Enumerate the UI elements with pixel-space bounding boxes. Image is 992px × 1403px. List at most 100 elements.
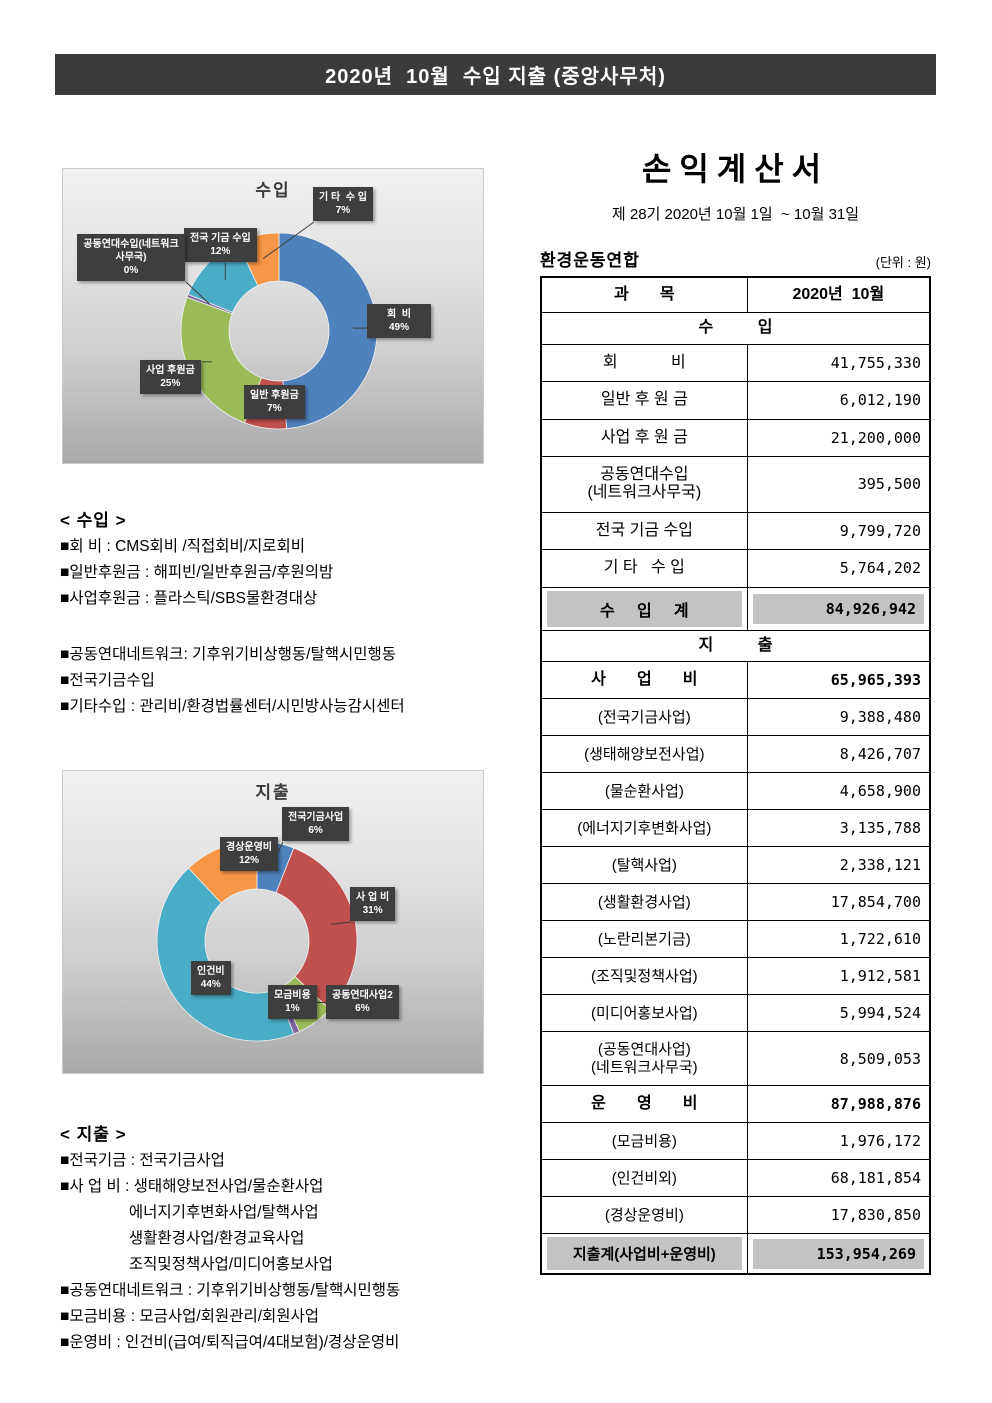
account-cell: (조직및정책사업) [540,957,748,996]
chart-callout-label: 사 업 비 31% [350,887,396,921]
table-row: 공동연대수입 (네트워크사무국) 395,500 [540,455,931,513]
amount-cell: 17,830,850 [746,1196,931,1235]
table-row: (물순환사업) 4,658,900 [540,772,931,811]
amount-cell: 1,976,172 [746,1122,931,1161]
income-statement-table: 과 목 2020년 10월 수 입 회 비 41,755,330 일반 후 원 … [540,276,931,1276]
callout-pct: 7% [267,403,282,414]
callout-text: 모금비용 [274,990,311,1001]
account-cell: 일반 후 원 금 [540,381,748,420]
account-cell: 공동연대수입 (네트워크사무국) [540,455,748,513]
list-item: ■운영비 : 인건비(급여/퇴직급여/4대보험)/경상운영비 [60,1334,400,1351]
list-item: ■사업후원금 : 플라스틱/SBS물환경대상 [60,590,318,607]
chart-callout-label: 공동연대사업2 6% [326,985,399,1019]
callout-text: 기 타 수 입 [319,192,367,203]
account-cell: (노란리본기금) [540,920,748,959]
amount-cell: 395,500 [746,455,931,513]
amount-cell: 87,988,876 [746,1084,931,1124]
chart-callout-label: 전국기금사업 6% [282,807,350,841]
table-row: (경상운영비) 17,830,850 [540,1196,931,1235]
report-title-bar: 2020년 10월 수입 지출 (중앙사무처) [55,54,936,95]
table-row: 전국 기금 수입 9,799,720 [540,511,931,551]
callout-text: 전국 기금 수입 [190,233,251,244]
chart-callout-label: 공동연대수입(네트워크사무국) 0% [77,234,185,281]
section-row-expense: 지 출 [540,629,931,662]
amount-cell: 3,135,788 [746,809,931,848]
list-item: ■공동연대네트워크: 기후위기비상행동/탈핵시민행동 [60,646,397,663]
income-total-row: 수 입 계 84,926,942 [540,586,931,631]
callout-pct: 12% [238,855,259,866]
list-item: ■전국기금수입 [60,672,155,689]
amount-cell: 9,388,480 [746,698,931,737]
account-cell: (경상운영비) [540,1196,748,1235]
callout-text: 경상운영비 [226,842,272,853]
chart-callout-label: 인건비 44% [191,961,231,995]
amount-cell: 153,954,269 [746,1233,931,1275]
amount-cell: 9,799,720 [746,511,931,551]
callout-text: 공동연대수입(네트워크사무국) [83,239,179,263]
account-cell: (탈핵사업) [540,846,748,885]
amount-cell: 41,755,330 [746,343,931,383]
amount-cell: 68,181,854 [746,1159,931,1198]
callout-text: 회 비 [387,309,411,320]
table-row: (탈핵사업) 2,338,121 [540,846,931,885]
table-row: (공동연대사업) (네트워크사무국) 8,509,053 [540,1031,931,1086]
chart-callout-label: 일반 후원금 7% [244,385,305,419]
amount-cell: 8,426,707 [746,735,931,774]
account-cell: (생활환경사업) [540,883,748,922]
amount-cell: 21,200,000 [746,418,931,457]
amount-cell: 6,012,190 [746,381,931,420]
chart-callout-label: 기 타 수 입 7% [313,187,373,221]
expense-chart-title: 지출 [255,783,291,802]
column-header-account: 과 목 [540,276,748,314]
table-row: (조직및정책사업) 1,912,581 [540,957,931,996]
callout-text: 전국기금사업 [288,812,344,823]
callout-text: 공동연대사업2 [332,990,393,1001]
table-row: 일반 후 원 금 6,012,190 [540,381,931,420]
column-header-month: 2020년 10월 [746,276,931,314]
section-label: 수 입 [540,312,931,345]
income-statement: 손익계산서 제 28기 2020년 10월 1일 ~ 10월 31일 환경운동연… [540,144,931,1276]
callout-text: 인건비 [197,966,225,977]
account-cell: 기 타 수 입 [540,549,748,588]
chart-callout-label: 회 비 49% [367,304,431,338]
callout-pct: 6% [308,825,323,836]
table-row: (생태해양보전사업) 8,426,707 [540,735,931,774]
amount-cell: 2,338,121 [746,846,931,885]
table-row: (생활환경사업) 17,854,700 [540,883,931,922]
callout-text: 사업 후원금 [146,365,195,376]
expense-total-row: 지출계(사업비+운영비) 153,954,269 [540,1233,931,1275]
table-row: 회 비 41,755,330 [540,343,931,383]
account-cell: (생태해양보전사업) [540,735,748,774]
chart-callout-label: 전국 기금 수입 12% [184,228,257,262]
account-cell: (공동연대사업) (네트워크사무국) [540,1031,748,1086]
account-cell: 전국 기금 수입 [540,511,748,551]
amount-cell: 5,994,524 [746,994,931,1033]
account-cell: (물순환사업) [540,772,748,811]
chart-callout-label: 경상운영비 12% [220,837,278,871]
total-label: 지출계(사업비+운영비) [547,1237,742,1271]
account-cell: 지출계(사업비+운영비) [540,1233,748,1275]
account-cell: 사 업 비 [540,660,748,700]
callout-pct: 25% [160,378,181,389]
account-cell: (전국기금사업) [540,698,748,737]
amount-cell: 1,722,610 [746,920,931,959]
income-list: ■회 비 : CMS회비 /직접회비/지로회비 ■일반후원금 : 해피빈/일반후… [60,534,405,720]
expense-list-heading: < 지출 > [60,1125,127,1144]
table-header-row: 과 목 2020년 10월 [540,276,931,314]
income-list-heading: < 수입 > [60,511,127,530]
account-cell: 사업 후 원 금 [540,418,748,457]
callout-text: 일반 후원금 [250,390,299,401]
statement-title: 손익계산서 [641,151,830,187]
list-item: 생활환경사업/환경교육사업 [60,1230,305,1247]
amount-cell: 4,658,900 [746,772,931,811]
organization-name: 환경운동연합 [540,251,640,270]
amount-cell: 65,965,393 [746,660,931,700]
callout-pct: 1% [285,1003,300,1014]
list-item: ■사 업 비 : 생태해양보전사업/물순환사업 [60,1178,324,1195]
currency-unit: (단위 : 원) [875,255,931,270]
account-cell: 운 영 비 [540,1084,748,1124]
callout-pct: 0% [123,265,139,276]
callout-pct: 44% [200,979,221,990]
list-item: ■공동연대네트워크 : 기후위기비상행동/탈핵시민행동 [60,1282,401,1299]
